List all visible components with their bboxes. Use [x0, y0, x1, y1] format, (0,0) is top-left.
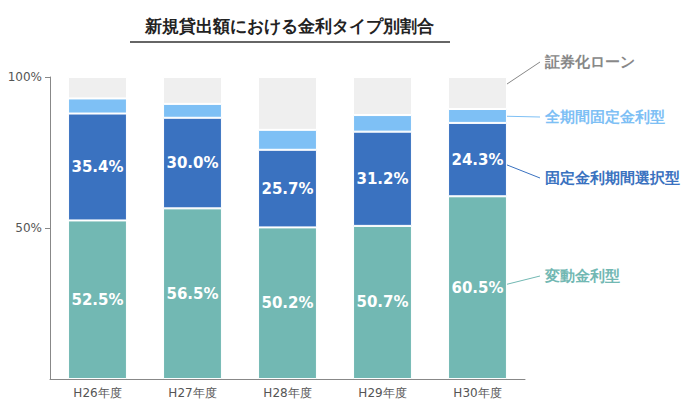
svg-text:35.4%: 35.4% [71, 158, 123, 176]
svg-text:50.7%: 50.7% [356, 293, 408, 311]
svg-text:H29年度: H29年度 [358, 386, 406, 400]
svg-text:60.5%: 60.5% [451, 279, 503, 297]
svg-text:固定金利期間選択型: 固定金利期間選択型 [545, 169, 680, 187]
svg-text:変動金利型: 変動金利型 [544, 267, 620, 285]
svg-text:H27年度: H27年度 [168, 386, 216, 400]
svg-text:証券化ローン: 証券化ローン [544, 53, 635, 71]
svg-text:H30年度: H30年度 [453, 386, 501, 400]
svg-text:H28年度: H28年度 [263, 386, 311, 400]
svg-text:50%: 50% [15, 221, 42, 235]
svg-text:100%: 100% [8, 70, 42, 84]
svg-text:新規貸出額における金利タイプ別割合: 新規貸出額における金利タイプ別割合 [144, 16, 434, 36]
svg-text:52.5%: 52.5% [71, 291, 123, 309]
svg-text:25.7%: 25.7% [261, 180, 313, 198]
svg-text:56.5%: 56.5% [166, 285, 218, 303]
svg-text:50.2%: 50.2% [261, 294, 313, 312]
svg-text:30.0%: 30.0% [166, 154, 218, 172]
svg-text:24.3%: 24.3% [451, 151, 503, 169]
svg-text:H26年度: H26年度 [73, 386, 121, 400]
svg-text:全期間固定金利型: 全期間固定金利型 [544, 108, 665, 126]
svg-text:31.2%: 31.2% [356, 170, 408, 188]
